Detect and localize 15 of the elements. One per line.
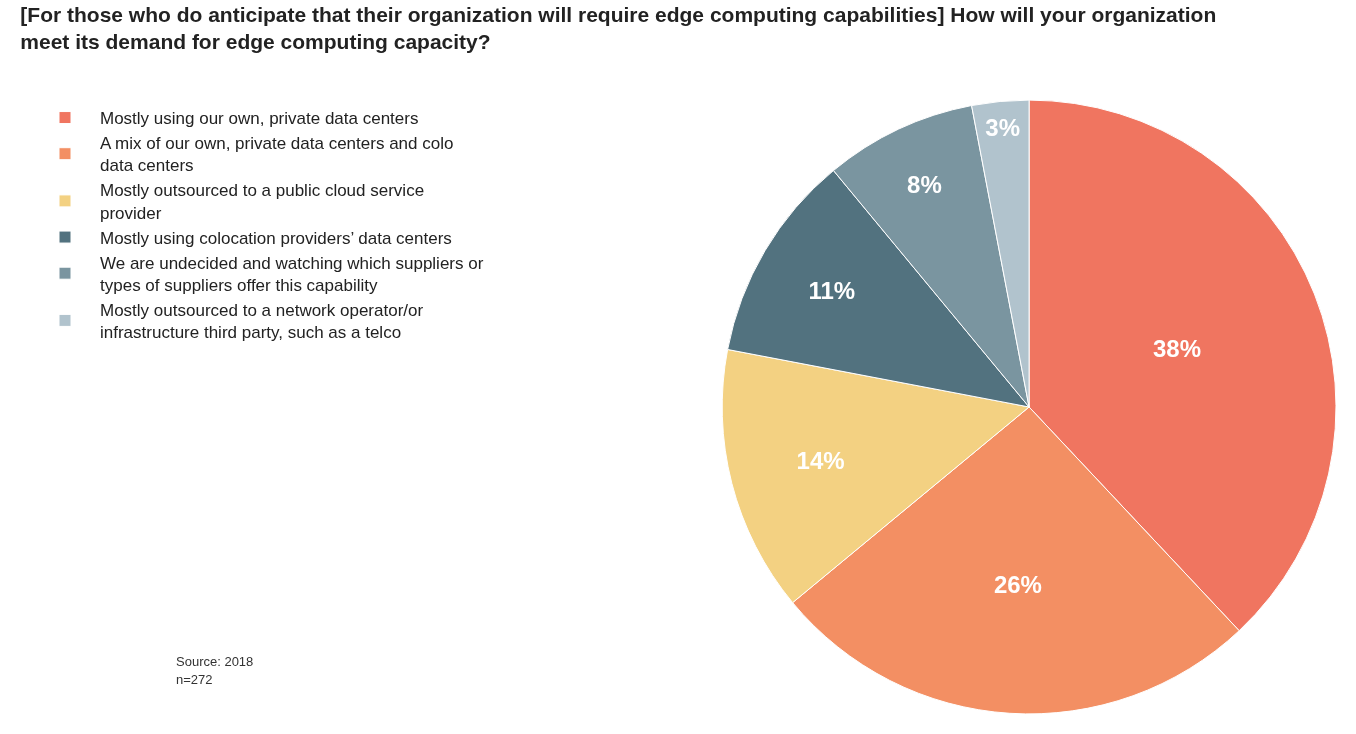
legend-label: Mostly using our own, private data centers xyxy=(100,109,419,129)
data-label: 11% xyxy=(808,276,856,304)
data-label: 3% xyxy=(985,114,1021,142)
legend-label: Mostly outsourced to a network operator/or infrastructure third party, such as a telco xyxy=(100,300,424,343)
legend-label: A mix of our own, private data centers and colo data centers xyxy=(100,134,454,176)
data-label: 14% xyxy=(796,447,845,475)
data-label: 26% xyxy=(993,570,1042,598)
text: n=272 xyxy=(176,672,213,687)
data-label: 38% xyxy=(1152,334,1201,362)
source-note: Source: 2018 xyxy=(176,654,254,669)
legend-label: Mostly outsourced to a public cloud service provider xyxy=(100,181,425,223)
legend-label: Mostly using colocation providers’ data centers xyxy=(100,228,452,248)
chart-title: [For those who do anticipate that their organization will require edge computing capabilities] How will your organization meet its demand for edge computing capacity? xyxy=(20,3,1217,54)
data-label: 8% xyxy=(907,171,942,199)
legend-label: We are undecided and watching which suppliers or types of suppliers offer this capability xyxy=(100,253,484,295)
